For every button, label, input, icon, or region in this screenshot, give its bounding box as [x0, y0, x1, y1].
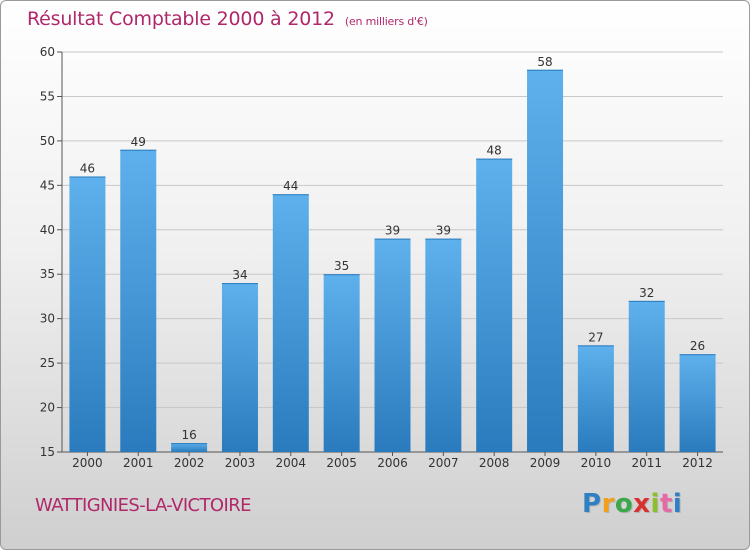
- data-label: 32: [639, 286, 654, 300]
- bar: [476, 158, 513, 452]
- data-label: 26: [690, 339, 705, 353]
- bar: [323, 274, 360, 452]
- labels: 46 2000 49 2001 16 2002 34 2003 44 2004 35 2005 39 20…: [72, 55, 713, 470]
- logo-letter: x: [633, 489, 651, 519]
- data-label: 34: [232, 268, 247, 282]
- bar: [221, 283, 258, 452]
- y-tick-label: 25: [40, 356, 55, 370]
- logo-letter: t: [659, 489, 673, 519]
- x-tick-label: 2001: [123, 456, 154, 470]
- bar: [628, 300, 665, 452]
- y-tick-label: 45: [40, 178, 55, 192]
- x-tick-label: 2003: [225, 456, 256, 470]
- y-tick-label: 60: [40, 45, 55, 59]
- x-tick-label: 2004: [276, 456, 307, 470]
- bar: [425, 238, 462, 452]
- y-tick-label: 20: [40, 401, 55, 415]
- bars: [69, 69, 716, 453]
- y-tick-label: 50: [40, 134, 55, 148]
- data-label: 46: [80, 161, 95, 175]
- x-tick-label: 2008: [479, 456, 510, 470]
- bar: [374, 238, 411, 452]
- data-label: 58: [537, 55, 552, 69]
- chart-title: Résultat Comptable 2000 à 2012 (en millie…: [27, 8, 428, 30]
- logo-letter: o: [614, 489, 634, 519]
- y-tick-label: 35: [40, 267, 55, 281]
- commune-name: WATTIGNIES-LA-VICTOIRE: [35, 495, 251, 516]
- proxiti-logo: Proxiti: [582, 489, 682, 519]
- y-tick-label: 15: [40, 445, 55, 459]
- data-label: 48: [487, 144, 502, 158]
- y-tick-label: 40: [40, 223, 55, 237]
- x-tick-label: 2005: [326, 456, 357, 470]
- data-label: 44: [283, 179, 298, 193]
- bar: [577, 345, 614, 452]
- bar: [120, 149, 157, 452]
- logo-letter: i: [672, 489, 683, 519]
- x-tick-label: 2006: [377, 456, 408, 470]
- data-label: 35: [334, 259, 349, 273]
- x-tick-label: 2007: [428, 456, 459, 470]
- logo-letter: P: [582, 489, 602, 519]
- x-tick-label: 2009: [530, 456, 561, 470]
- data-label: 39: [385, 224, 400, 238]
- bar: [527, 69, 564, 453]
- data-label: 39: [436, 224, 451, 238]
- bar: [679, 354, 716, 452]
- x-tick-label: 2011: [631, 456, 662, 470]
- logo-letter: r: [601, 489, 615, 519]
- bar: [272, 194, 309, 452]
- x-tick-label: 2000: [72, 456, 103, 470]
- data-label: 49: [131, 135, 146, 149]
- data-label: 27: [588, 330, 603, 344]
- bar: [171, 443, 208, 452]
- x-tick-label: 2010: [581, 456, 612, 470]
- data-label: 16: [181, 428, 196, 442]
- bar: [69, 176, 106, 452]
- chart-subtitle: (en milliers d'€): [344, 15, 428, 28]
- x-tick-label: 2002: [174, 456, 205, 470]
- logo-letter: i: [650, 489, 660, 519]
- y-tick-label: 55: [40, 89, 55, 103]
- y-tick-label: 30: [40, 312, 55, 326]
- x-tick-label: 2012: [682, 456, 713, 470]
- chart-title-text: Résultat Comptable 2000 à 2012: [27, 8, 335, 30]
